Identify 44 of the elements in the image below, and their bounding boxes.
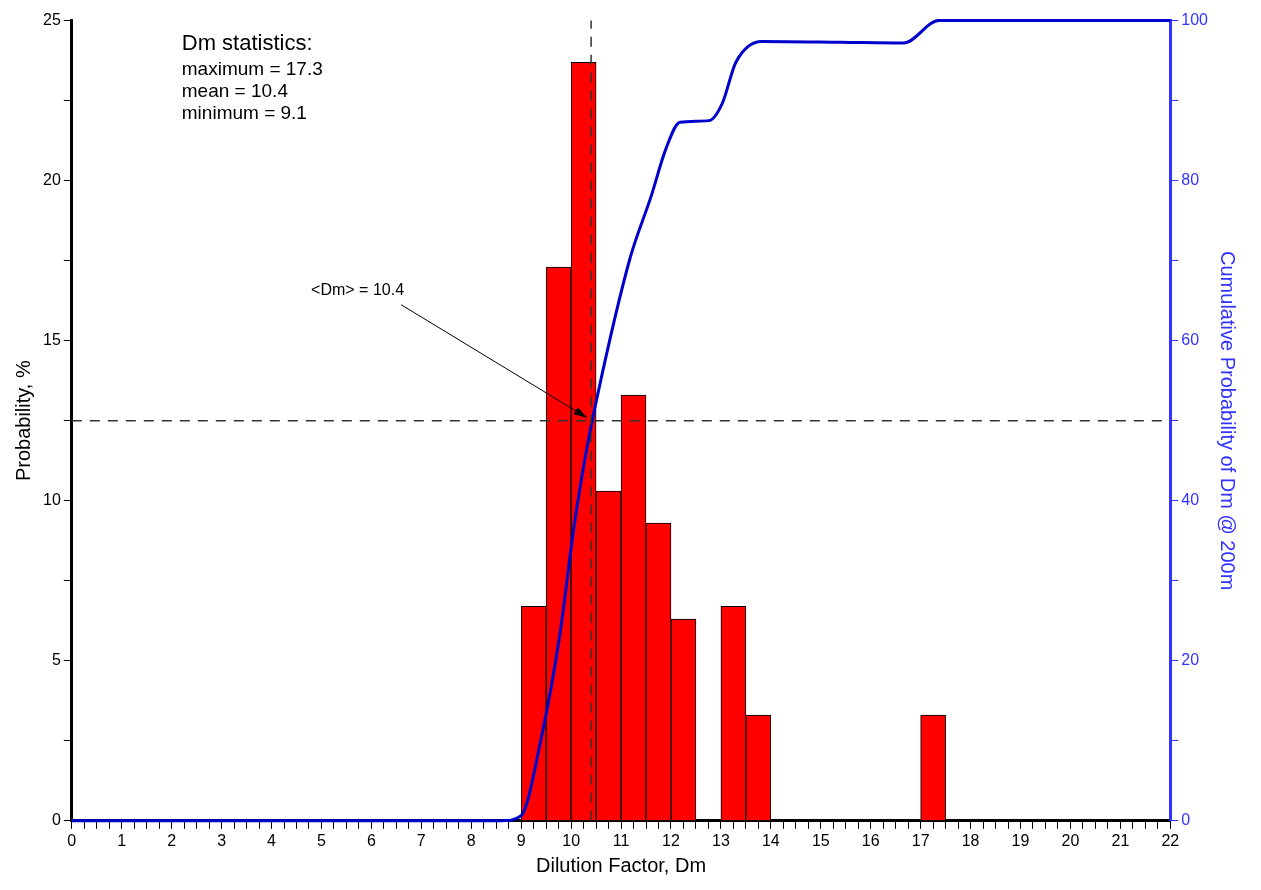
x-tick-label: 20 xyxy=(1061,831,1080,849)
x-tick-label: 9 xyxy=(516,831,526,849)
y2-tick-label: 100 xyxy=(1181,11,1209,29)
x-tick-label: 4 xyxy=(267,831,277,849)
annotation: <Dm> = 10.4 xyxy=(311,281,405,299)
x-tick-label: 13 xyxy=(712,831,730,849)
x-tick-label: 19 xyxy=(1011,831,1030,849)
x-tick-label: 11 xyxy=(612,831,630,849)
y-tick-label: 20 xyxy=(43,171,61,189)
y2-tick-label: 0 xyxy=(1181,811,1191,829)
x-tick-label: 15 xyxy=(811,831,830,849)
x-tick-label: 21 xyxy=(1111,831,1130,849)
x-tick-label: 7 xyxy=(416,831,426,849)
x-tick-label: 14 xyxy=(761,831,780,849)
x-tick-label: 5 xyxy=(317,831,326,849)
y-tick-label: 0 xyxy=(51,811,61,829)
annotation: mean = 10.4 xyxy=(181,80,289,102)
y2-axis-title: Cumulative Probability of Dm @ 200m xyxy=(1217,251,1240,591)
x-tick-label: 12 xyxy=(662,831,680,849)
y-tick-label: 25 xyxy=(43,11,61,29)
x-tick-label: 2 xyxy=(167,831,177,849)
y2-tick-label: 60 xyxy=(1181,331,1200,349)
y-tick-label: 10 xyxy=(43,491,61,509)
annotation: Dm statistics: xyxy=(181,29,313,55)
x-tick-label: 6 xyxy=(366,831,376,849)
x-tick-label: 10 xyxy=(562,831,581,849)
x-tick-label: 18 xyxy=(961,831,980,849)
x-tick-label: 16 xyxy=(861,831,880,849)
y-axis-title: Probability, % xyxy=(11,360,34,482)
y2-tick-label: 20 xyxy=(1181,651,1200,669)
x-tick-label: 17 xyxy=(911,831,930,849)
y2-tick-label: 80 xyxy=(1181,171,1200,189)
x-tick-label: 8 xyxy=(466,831,476,849)
x-tick-label: 0 xyxy=(67,831,77,849)
x-axis-title: Dilution Factor, Dm xyxy=(536,853,707,876)
line-series xyxy=(70,19,1172,823)
y-tick-label: 5 xyxy=(51,651,61,669)
annotation: minimum = 9.1 xyxy=(181,102,307,124)
y2-tick-label: 40 xyxy=(1181,491,1200,509)
y-tick-label: 15 xyxy=(43,331,61,349)
x-tick-label: 1 xyxy=(117,831,127,849)
x-tick-label: 3 xyxy=(217,831,227,849)
x-tick-label: 22 xyxy=(1161,831,1180,849)
annotation: maximum = 17.3 xyxy=(181,58,323,80)
